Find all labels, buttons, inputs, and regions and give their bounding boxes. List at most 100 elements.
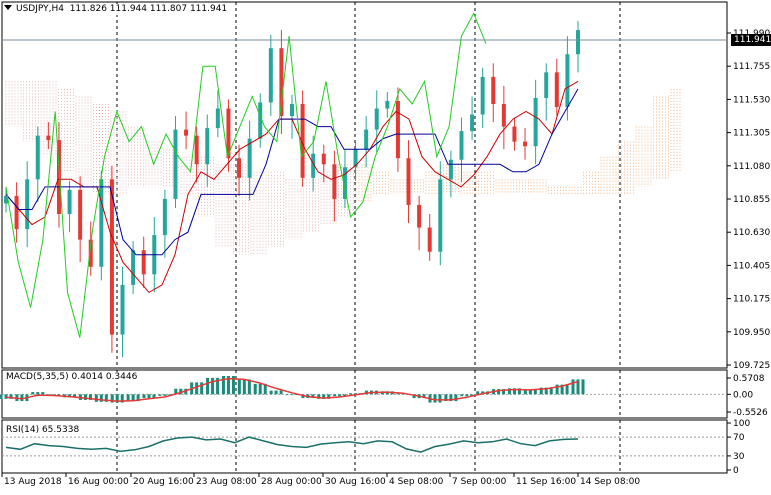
macd-histogram-bar bbox=[412, 394, 416, 399]
candle-body bbox=[438, 179, 443, 252]
macd-histogram-bar bbox=[311, 394, 315, 399]
rsi-tick-label: 30 bbox=[733, 452, 745, 462]
macd-histogram-bar bbox=[460, 394, 464, 397]
macd-histogram-bar bbox=[221, 376, 225, 395]
candle-body bbox=[67, 189, 72, 215]
macd-histogram-bar bbox=[454, 394, 458, 402]
candle-body bbox=[215, 108, 220, 129]
candle-body bbox=[406, 158, 411, 205]
macd-histogram-bar bbox=[131, 394, 135, 402]
macd-histogram-bar bbox=[231, 376, 235, 395]
macd-histogram-bar bbox=[444, 394, 448, 402]
candle-body bbox=[184, 129, 189, 136]
symbol-title: USDJPY,H4 111.826 111.944 111.807 111.94… bbox=[4, 4, 228, 15]
macd-histogram-bar bbox=[0, 394, 3, 399]
macd-histogram-bar bbox=[104, 394, 108, 402]
kijun-sen-line bbox=[5, 88, 579, 256]
macd-histogram-bar bbox=[57, 394, 61, 396]
macd-histogram-bar bbox=[211, 377, 215, 395]
macd-histogram-bar bbox=[497, 389, 501, 395]
macd-tick-label: -0.5526 bbox=[733, 408, 768, 418]
price-tick-label: 110.405 bbox=[733, 261, 770, 271]
macd-histogram-bar bbox=[226, 376, 230, 395]
candle-body bbox=[237, 158, 242, 178]
candle-body bbox=[576, 30, 580, 55]
candle-body bbox=[194, 135, 199, 165]
candle-body bbox=[554, 72, 559, 107]
macd-histogram-bar bbox=[142, 394, 146, 399]
macd-histogram-bar bbox=[41, 392, 45, 395]
candle-body bbox=[395, 100, 400, 159]
candle-body bbox=[512, 126, 517, 142]
price-tick-label: 110.855 bbox=[733, 195, 770, 205]
macd-histogram-bar bbox=[279, 390, 283, 395]
macd-histogram-bar bbox=[549, 387, 553, 395]
macd-histogram-bar bbox=[126, 394, 130, 402]
macd-histogram-bar bbox=[200, 382, 204, 395]
rsi-line bbox=[5, 436, 579, 453]
candle-body bbox=[321, 153, 326, 165]
macd-histogram-bar bbox=[354, 393, 358, 395]
macd-histogram-bar bbox=[158, 394, 162, 396]
candle-body bbox=[268, 48, 273, 103]
macd-histogram-bar bbox=[195, 382, 199, 395]
macd-histogram-bar bbox=[555, 384, 559, 395]
macd-histogram-bar bbox=[253, 383, 257, 395]
candle-body bbox=[247, 138, 252, 178]
candle-body bbox=[290, 103, 294, 117]
macd-histogram-bar bbox=[571, 379, 575, 395]
macd-histogram-bar bbox=[20, 394, 24, 402]
candle-body bbox=[332, 164, 337, 199]
macd-histogram-bar bbox=[470, 394, 474, 397]
time-tick-label: 30 Aug 16:00 bbox=[325, 477, 386, 487]
price-tick-label: 110.175 bbox=[733, 295, 770, 305]
macd-histogram-bar bbox=[115, 394, 119, 403]
candle-body bbox=[427, 227, 432, 252]
candle-body bbox=[4, 195, 8, 204]
candle-body bbox=[141, 250, 146, 275]
price-tick-label: 111.305 bbox=[733, 129, 770, 139]
macd-histogram-bar bbox=[507, 388, 511, 395]
macd-histogram-bar bbox=[9, 394, 13, 399]
candle-body bbox=[78, 189, 83, 240]
macd-histogram-bar bbox=[147, 394, 151, 399]
macd-signal-line bbox=[5, 377, 579, 402]
time-tick-label: 7 Sep 00:00 bbox=[452, 477, 507, 487]
candle-body bbox=[470, 114, 475, 132]
candle-body bbox=[46, 135, 51, 141]
macd-histogram-bar bbox=[263, 383, 267, 395]
macd-histogram-bar bbox=[242, 379, 246, 395]
macd-histogram-bar bbox=[99, 394, 103, 402]
macd-histogram-bar bbox=[179, 388, 183, 395]
macd-histogram-bar bbox=[433, 394, 437, 403]
macd-histogram-bar bbox=[533, 389, 537, 395]
macd-histogram-bar bbox=[560, 384, 564, 395]
macd-histogram-bar bbox=[528, 389, 532, 395]
macd-histogram-bar bbox=[581, 379, 585, 395]
candle-body bbox=[459, 131, 464, 160]
price-tick-label: 111.755 bbox=[733, 62, 770, 72]
price-tick-label: 111.080 bbox=[733, 162, 770, 172]
macd-histogram-bar bbox=[422, 394, 426, 399]
candle-body bbox=[109, 179, 114, 335]
macd-histogram-bar bbox=[36, 392, 40, 395]
chevron-down-icon[interactable] bbox=[4, 5, 12, 10]
macd-histogram-bar bbox=[517, 388, 521, 395]
price-tick-label: 111.530 bbox=[733, 95, 770, 105]
rsi-label: RSI(14) 65.5338 bbox=[6, 425, 80, 436]
macd-tick-label: 0.5708 bbox=[733, 374, 765, 384]
rsi-tick-label: 100 bbox=[733, 419, 750, 429]
time-tick-label: 4 Sep 08:00 bbox=[389, 477, 444, 487]
macd-histogram-bar bbox=[539, 387, 543, 395]
macd-histogram-bar bbox=[349, 393, 353, 395]
candle-body bbox=[501, 103, 506, 127]
macd-histogram-bar bbox=[327, 394, 331, 399]
price-tick-label: 109.725 bbox=[733, 361, 770, 371]
macd-histogram-bar bbox=[237, 379, 241, 395]
macd-histogram-bar bbox=[4, 394, 8, 399]
macd-histogram-bar bbox=[206, 377, 210, 395]
candle-body bbox=[353, 149, 358, 168]
candle-body bbox=[374, 108, 379, 130]
